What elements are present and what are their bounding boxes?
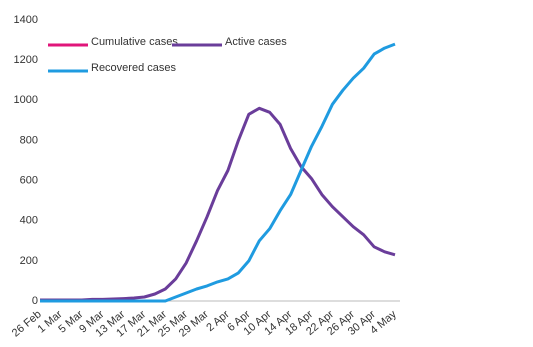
- y-tick-label: 800: [20, 134, 38, 146]
- legend-label: Recovered cases: [91, 62, 176, 74]
- y-tick-label: 0: [32, 295, 38, 307]
- y-tick-label: 1400: [14, 14, 38, 26]
- y-tick-label: 200: [20, 255, 38, 267]
- x-tick-label: 2 Apr: [204, 308, 232, 334]
- series-line: [40, 42, 396, 303]
- legend-label: Cumulative cases: [91, 36, 178, 48]
- y-tick-label: 1000: [14, 94, 38, 106]
- y-tick-label: 600: [20, 174, 38, 186]
- y-tick-label: 1200: [14, 54, 38, 66]
- legend-label: Active cases: [225, 36, 287, 48]
- series-line: [40, 106, 396, 302]
- y-tick-label: 400: [20, 215, 38, 227]
